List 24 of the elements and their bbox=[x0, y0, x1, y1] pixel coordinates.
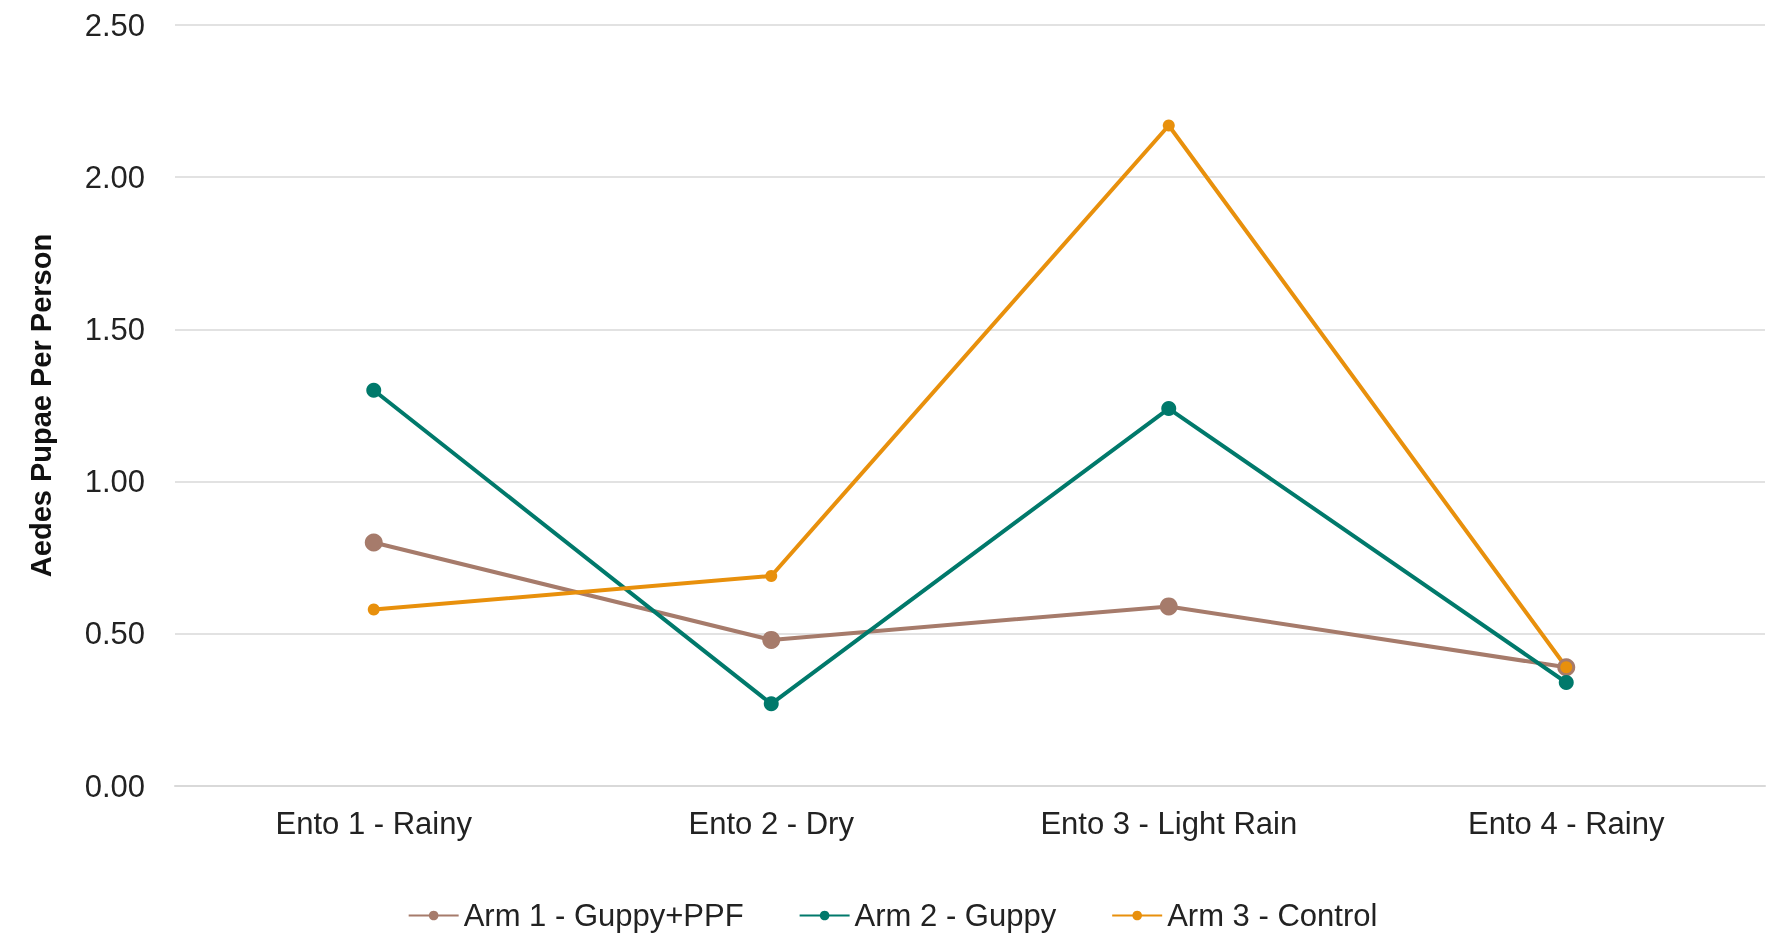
point bbox=[366, 382, 382, 398]
y-tick-label: 0.50 bbox=[84, 616, 145, 652]
y-tick-label: 2.00 bbox=[84, 159, 145, 195]
point bbox=[367, 603, 380, 616]
point bbox=[1162, 119, 1175, 132]
y-tick-label: 1.50 bbox=[84, 311, 145, 347]
y-axis-title: Aedes Pupae Per Person bbox=[24, 233, 57, 578]
point bbox=[762, 630, 781, 649]
legend-label: Arm 3 - Control bbox=[1167, 898, 1378, 933]
y-tick-label: 2.50 bbox=[84, 7, 145, 43]
x-tick-label: Ento 1 - Rainy bbox=[275, 806, 473, 841]
y-tick-label: 1.00 bbox=[84, 464, 145, 500]
legend-label: Arm 2 - Guppy bbox=[854, 898, 1057, 933]
y-tick-label: 0.00 bbox=[84, 768, 145, 804]
point bbox=[765, 569, 778, 582]
point bbox=[1558, 675, 1574, 690]
point bbox=[763, 696, 779, 712]
point bbox=[364, 533, 383, 552]
point bbox=[1159, 597, 1178, 616]
x-tick-label: Ento 3 - Light Rain bbox=[1040, 806, 1298, 841]
point bbox=[1161, 401, 1177, 417]
x-tick-label: Ento 2 - Dry bbox=[688, 806, 855, 841]
x-tick-label: Ento 4 - Rainy bbox=[1468, 806, 1665, 841]
legend-label: Arm 1 - Guppy+PPF bbox=[463, 898, 744, 933]
